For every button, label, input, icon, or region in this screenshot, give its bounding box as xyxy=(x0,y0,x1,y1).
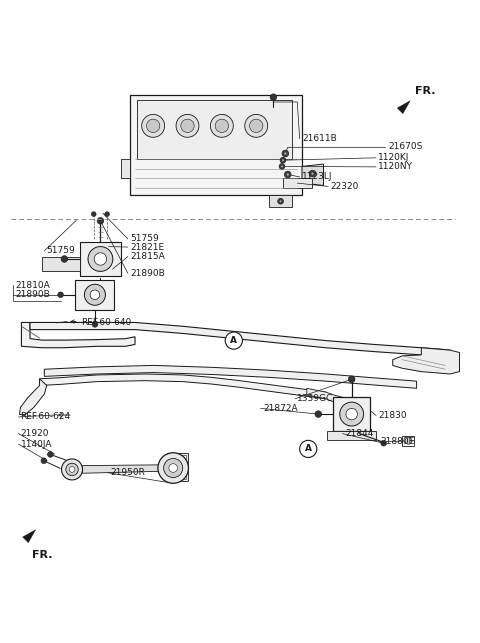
Polygon shape xyxy=(169,455,186,479)
Polygon shape xyxy=(393,348,459,374)
Polygon shape xyxy=(168,453,188,482)
Circle shape xyxy=(284,152,287,155)
Circle shape xyxy=(91,212,96,217)
Text: 1120NY: 1120NY xyxy=(378,163,413,172)
Circle shape xyxy=(311,172,314,175)
Circle shape xyxy=(69,467,75,473)
Polygon shape xyxy=(44,365,417,388)
Polygon shape xyxy=(20,379,47,415)
Circle shape xyxy=(282,159,284,161)
Polygon shape xyxy=(307,388,355,404)
Circle shape xyxy=(405,437,412,444)
Circle shape xyxy=(270,94,277,100)
Circle shape xyxy=(340,402,364,426)
Circle shape xyxy=(181,119,194,132)
Circle shape xyxy=(309,170,316,177)
Circle shape xyxy=(279,163,285,169)
Circle shape xyxy=(281,165,283,168)
Circle shape xyxy=(278,199,283,204)
Circle shape xyxy=(280,158,286,163)
Circle shape xyxy=(48,451,53,457)
Circle shape xyxy=(41,458,47,464)
Text: 21872A: 21872A xyxy=(263,404,298,413)
Circle shape xyxy=(66,463,78,476)
Circle shape xyxy=(210,114,233,138)
Circle shape xyxy=(84,284,106,305)
Polygon shape xyxy=(137,100,292,159)
Text: 22320: 22320 xyxy=(331,182,359,191)
Circle shape xyxy=(142,114,165,138)
Text: 21810A: 21810A xyxy=(16,281,50,290)
Text: 21611B: 21611B xyxy=(302,134,337,143)
Text: 21830: 21830 xyxy=(378,411,407,420)
Circle shape xyxy=(97,217,104,224)
Text: 1123LJ: 1123LJ xyxy=(302,172,333,181)
Text: 21880E: 21880E xyxy=(381,437,415,446)
Text: 51759: 51759 xyxy=(130,235,159,244)
Circle shape xyxy=(88,246,113,271)
Circle shape xyxy=(286,173,289,176)
Text: 51759: 51759 xyxy=(47,246,75,255)
Circle shape xyxy=(169,464,178,473)
Circle shape xyxy=(92,322,98,327)
Circle shape xyxy=(61,459,83,480)
Circle shape xyxy=(164,458,183,478)
Circle shape xyxy=(146,119,160,132)
Polygon shape xyxy=(402,436,414,446)
Polygon shape xyxy=(120,159,130,178)
Text: 1339GC: 1339GC xyxy=(297,394,334,403)
Circle shape xyxy=(300,440,317,458)
Polygon shape xyxy=(22,322,135,348)
Polygon shape xyxy=(42,257,80,271)
Polygon shape xyxy=(80,242,120,276)
Circle shape xyxy=(90,290,100,300)
Circle shape xyxy=(215,119,228,132)
Polygon shape xyxy=(327,431,376,440)
Text: 21920: 21920 xyxy=(21,429,49,438)
Polygon shape xyxy=(75,280,115,309)
Circle shape xyxy=(225,332,242,349)
Text: FR.: FR. xyxy=(33,550,53,559)
Circle shape xyxy=(105,212,109,217)
Text: REF.60-640: REF.60-640 xyxy=(82,318,132,327)
Text: 1120KJ: 1120KJ xyxy=(378,153,410,162)
Circle shape xyxy=(61,256,68,262)
Polygon shape xyxy=(83,465,178,473)
Circle shape xyxy=(346,408,358,420)
Text: 21890B: 21890B xyxy=(16,290,50,299)
Polygon shape xyxy=(130,95,302,195)
Circle shape xyxy=(315,411,322,417)
Polygon shape xyxy=(283,178,312,188)
Circle shape xyxy=(58,292,63,298)
Circle shape xyxy=(176,114,199,138)
Text: 21815A: 21815A xyxy=(130,252,165,261)
Text: 21844: 21844 xyxy=(345,429,373,438)
Polygon shape xyxy=(302,164,324,185)
Circle shape xyxy=(245,114,268,138)
Polygon shape xyxy=(397,101,410,114)
Polygon shape xyxy=(30,322,450,358)
Text: 21670S: 21670S xyxy=(388,142,422,151)
Text: A: A xyxy=(230,336,237,345)
Circle shape xyxy=(158,453,189,484)
Polygon shape xyxy=(269,195,292,207)
Circle shape xyxy=(348,376,355,383)
Circle shape xyxy=(381,440,386,446)
Text: FR.: FR. xyxy=(415,86,436,96)
Text: 21890B: 21890B xyxy=(130,269,165,278)
Text: 21950R: 21950R xyxy=(110,468,145,477)
Text: REF.60-624: REF.60-624 xyxy=(21,412,71,421)
Circle shape xyxy=(282,150,288,157)
Circle shape xyxy=(250,119,263,132)
Polygon shape xyxy=(23,530,36,543)
Circle shape xyxy=(279,200,282,203)
Circle shape xyxy=(94,253,107,265)
Text: 21821E: 21821E xyxy=(130,242,164,251)
Circle shape xyxy=(284,171,291,178)
Text: 1140JA: 1140JA xyxy=(21,440,52,449)
Polygon shape xyxy=(333,397,370,431)
Text: A: A xyxy=(305,444,312,453)
Polygon shape xyxy=(39,374,326,399)
